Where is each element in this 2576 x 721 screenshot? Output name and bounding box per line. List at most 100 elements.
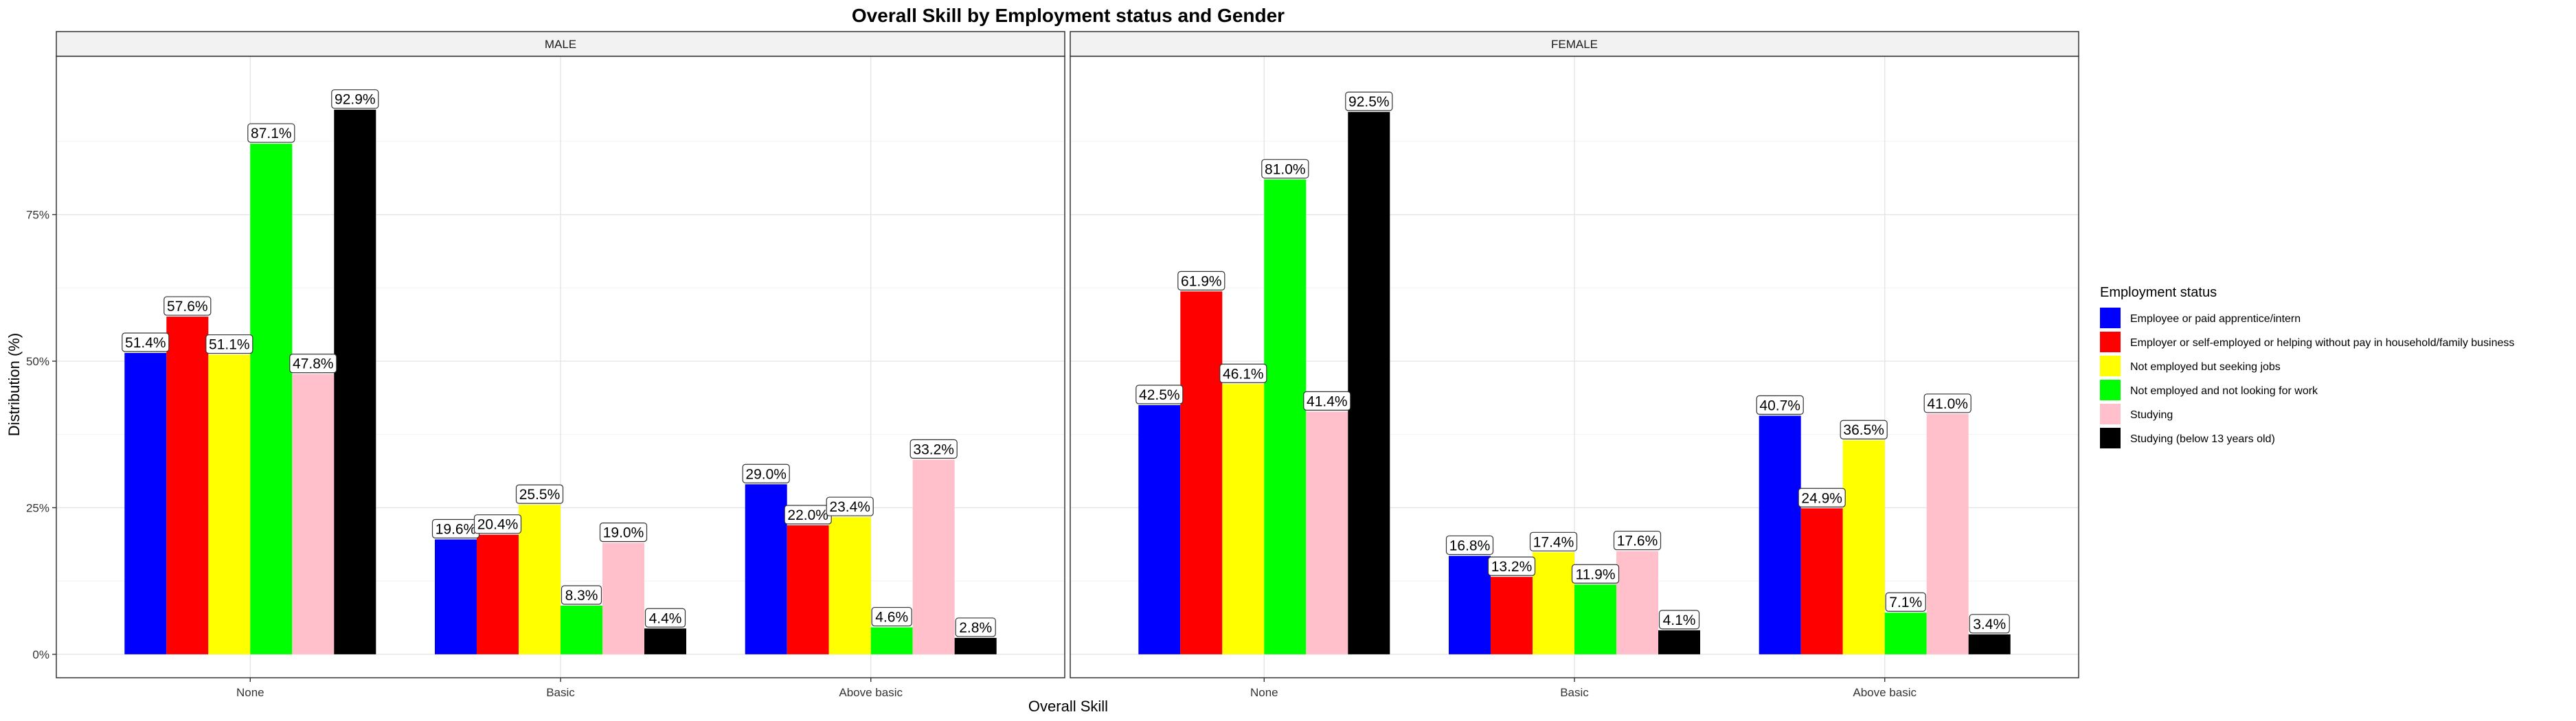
data-label-box <box>1658 610 1700 630</box>
data-label: 92.5% <box>1348 94 1390 110</box>
facet-panels: MALE 51.4% 19.6% 29.0% 57.6% 20.4% 22.0% 51.1% 2… <box>26 31 2079 699</box>
data-label: 19.0% <box>603 525 644 541</box>
data-label: 4.1% <box>1663 613 1696 628</box>
data-label-box <box>331 89 379 109</box>
bar <box>644 628 686 654</box>
data-label-box <box>1571 564 1620 584</box>
bar <box>561 605 602 654</box>
data-label-box <box>1923 393 1971 413</box>
data-label: 17.6% <box>1617 534 1658 549</box>
legend-swatch <box>2100 380 2121 400</box>
bar <box>1491 577 1533 654</box>
data-label-box <box>122 332 170 352</box>
legend-label: Not employed and not looking for work <box>2130 385 2318 397</box>
bar <box>1264 179 1307 654</box>
legend-label: Studying (below 13 years old) <box>2130 433 2275 445</box>
data-label-box <box>1756 395 1804 415</box>
data-label: 11.9% <box>1576 566 1616 582</box>
data-label: 4.4% <box>649 610 682 626</box>
y-tick-label: 25% <box>26 501 49 514</box>
bar <box>292 374 335 654</box>
data-label-box <box>289 354 337 374</box>
bar <box>435 539 477 654</box>
bar <box>1138 404 1181 654</box>
data-label-box <box>561 585 602 605</box>
y-tick-label: 75% <box>26 209 49 222</box>
data-label: 7.1% <box>1889 595 1922 610</box>
legend-swatch <box>2100 404 2121 424</box>
x-tick-label: Above basic <box>839 686 903 699</box>
facet-strip <box>56 31 1065 57</box>
panel-female: FEMALE 42.5% 16.8% 40.7% 61.9% 13.2% 24.9% 46.1… <box>1070 31 2079 699</box>
data-label: 23.4% <box>829 499 870 515</box>
legend-label: Employee or paid apprentice/intern <box>2130 313 2301 325</box>
data-label: 51.1% <box>209 337 250 353</box>
legend-swatch <box>2100 428 2121 448</box>
legend-swatch <box>2100 356 2121 376</box>
data-label: 92.9% <box>335 92 376 108</box>
y-axis-title: Distribution (%) <box>5 333 23 436</box>
x-tick-label: Basic <box>546 686 575 699</box>
x-tick-label: Above basic <box>1853 686 1917 699</box>
data-label: 19.6% <box>436 522 477 538</box>
bar <box>1533 552 1574 654</box>
data-label-box <box>1303 391 1351 411</box>
bar <box>954 637 997 654</box>
x-tick-label: None <box>1250 686 1278 699</box>
data-label-box <box>1798 488 1846 507</box>
data-label-box <box>599 523 648 542</box>
data-label: 20.4% <box>477 517 519 533</box>
data-label-box <box>1613 530 1662 551</box>
y-tick-label: 50% <box>26 355 49 368</box>
data-label-box <box>1261 159 1309 179</box>
data-label-box <box>247 123 295 143</box>
data-label: 33.2% <box>913 442 954 457</box>
data-label-box <box>205 334 253 354</box>
data-label: 81.0% <box>1265 161 1306 177</box>
legend-swatch <box>2100 332 2121 352</box>
data-label-box <box>1885 592 1926 612</box>
bar <box>1449 556 1491 654</box>
data-label: 16.8% <box>1449 538 1491 553</box>
data-label-box <box>1219 363 1267 383</box>
data-label: 40.7% <box>1759 398 1800 413</box>
data-label: 47.8% <box>293 356 334 372</box>
data-label: 8.3% <box>565 588 598 604</box>
bar <box>519 505 561 654</box>
bar <box>334 109 376 654</box>
legend-label: Not employed but seeking jobs <box>2130 361 2281 373</box>
x-axis-title: Overall Skill <box>1028 698 1108 715</box>
data-label: 57.6% <box>167 299 208 314</box>
bar <box>1968 634 2011 654</box>
data-label-box <box>826 496 874 516</box>
data-label: 3.4% <box>1973 617 2006 632</box>
bar <box>787 525 829 654</box>
data-label-box <box>163 296 212 316</box>
bar <box>828 517 871 654</box>
bar <box>602 542 644 654</box>
facet-strip-label: MALE <box>545 38 576 51</box>
data-label: 24.9% <box>1801 490 1842 506</box>
data-label-box <box>1840 420 1888 439</box>
legend-title: Employment status <box>2100 285 2217 300</box>
bar <box>1658 630 1700 654</box>
data-label: 46.1% <box>1223 366 1264 382</box>
bar <box>1222 384 1265 654</box>
legend-label: Employer or self-employed or helping wit… <box>2130 337 2514 349</box>
x-tick-label: Basic <box>1560 686 1589 699</box>
data-label-box <box>1969 614 2010 634</box>
legend: Employment status Employee or paid appren… <box>2100 285 2514 448</box>
bar <box>1884 613 1927 654</box>
data-label-box <box>644 608 686 628</box>
panel-male: MALE 51.4% 19.6% 29.0% 57.6% 20.4% 22.0% 51.1% 2… <box>26 31 1065 699</box>
data-label-box <box>1487 556 1536 576</box>
bar <box>1800 508 1843 654</box>
facet-strip-label: FEMALE <box>1551 38 1598 51</box>
bar <box>870 627 913 654</box>
x-tick-label: None <box>236 686 264 699</box>
bar <box>250 144 293 654</box>
legend-swatch <box>2100 308 2121 328</box>
legend-label: Studying <box>2130 409 2173 421</box>
bar <box>208 354 251 654</box>
data-label-box <box>742 464 790 483</box>
